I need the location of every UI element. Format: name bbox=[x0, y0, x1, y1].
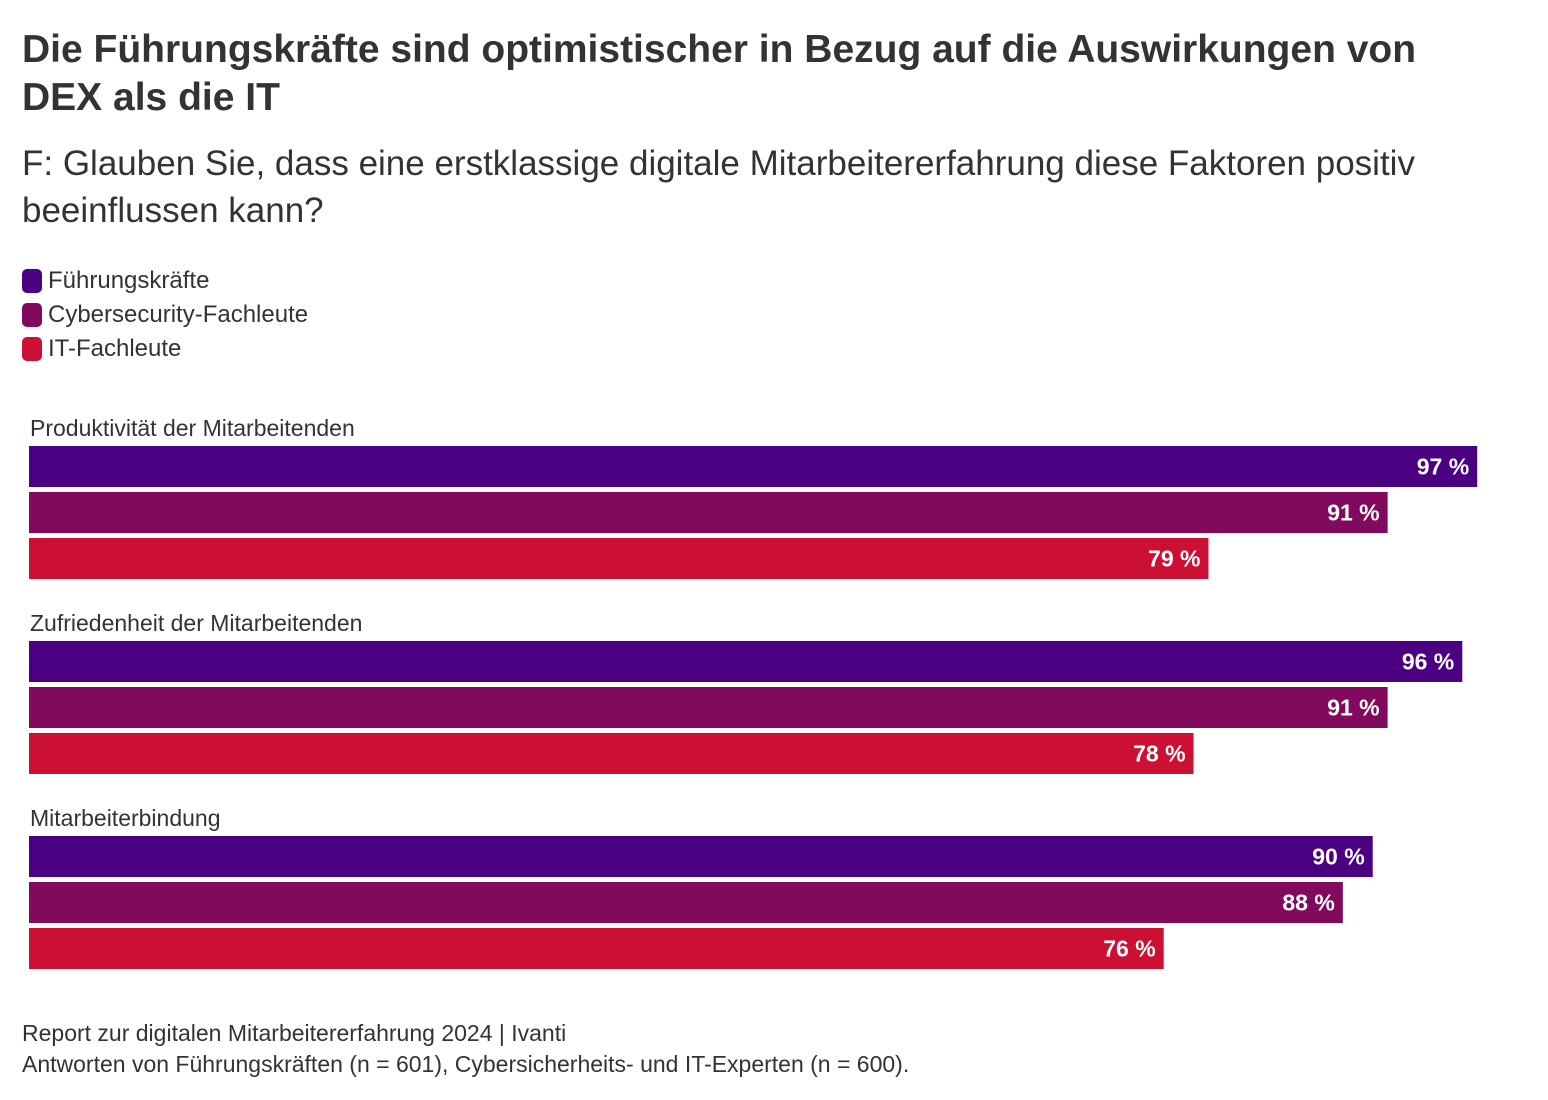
data-label: 96 % bbox=[1402, 649, 1454, 675]
data-label: 97 % bbox=[1417, 454, 1469, 480]
bar-cybersecurity-fachleute-1 bbox=[29, 687, 1388, 728]
bar-chart: Produktivität der Mitarbeitenden 97 % 91 %… bbox=[29, 415, 1478, 969]
legend-item-it: IT-Fachleute bbox=[22, 332, 308, 366]
bar-it-fachleute-1 bbox=[29, 733, 1194, 774]
data-label: 91 % bbox=[1327, 500, 1379, 526]
bar-f-hrungskr-fte-0 bbox=[29, 446, 1478, 487]
legend-item-cybersecurity: Cybersecurity-Fachleute bbox=[22, 298, 308, 332]
category-label: Mitarbeiterbindung bbox=[30, 805, 221, 831]
legend-label: Cybersecurity-Fachleute bbox=[48, 301, 309, 328]
sample-note: Antworten von Führungskräften (n = 601),… bbox=[22, 1051, 910, 1077]
bar-f-hrungskr-fte-1 bbox=[29, 641, 1463, 682]
source-note: Report zur digitalen Mitarbeitererfahrun… bbox=[22, 1020, 567, 1046]
bar-it-fachleute-2 bbox=[29, 928, 1164, 969]
data-label: 78 % bbox=[1133, 741, 1185, 767]
bar-cybersecurity-fachleute-0 bbox=[29, 492, 1388, 533]
footer: Report zur digitalen Mitarbeitererfahrun… bbox=[22, 1018, 909, 1080]
data-label: 91 % bbox=[1327, 695, 1379, 721]
legend-label: Führungskräfte bbox=[48, 267, 210, 294]
legend: Führungskräfte Cybersecurity-Fachleute I… bbox=[22, 264, 308, 366]
data-label: 79 % bbox=[1148, 546, 1200, 572]
legend-swatch-fuehrungskraefte bbox=[22, 269, 42, 293]
data-label: 90 % bbox=[1312, 844, 1364, 870]
category-label: Produktivität der Mitarbeitenden bbox=[30, 415, 355, 441]
data-label: 88 % bbox=[1282, 890, 1334, 916]
legend-label: IT-Fachleute bbox=[48, 335, 182, 362]
chart-title: Die Führungskräfte sind optimistischer i… bbox=[22, 28, 1417, 119]
legend-swatch-it bbox=[22, 337, 42, 361]
legend-swatch-cybersecurity bbox=[22, 303, 42, 327]
legend-item-fuehrungskraefte: Führungskräfte bbox=[22, 264, 308, 298]
bar-it-fachleute-0 bbox=[29, 538, 1209, 579]
bar-f-hrungskr-fte-2 bbox=[29, 836, 1373, 877]
data-label: 76 % bbox=[1103, 936, 1155, 962]
bar-cybersecurity-fachleute-2 bbox=[29, 882, 1343, 923]
category-label: Zufriedenheit der Mitarbeitenden bbox=[30, 610, 362, 636]
chart-subtitle: F: Glauben Sie, dass eine erstklassige d… bbox=[22, 144, 1415, 230]
